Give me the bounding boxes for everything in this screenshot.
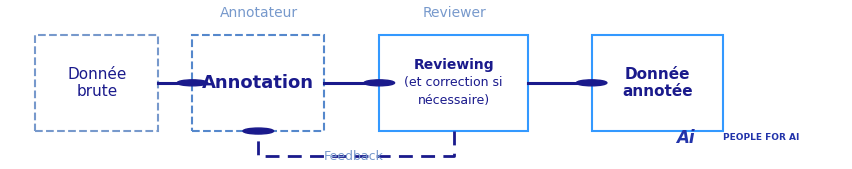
Text: nécessaire): nécessaire) [417,94,490,107]
Text: PEOPLE FOR AI: PEOPLE FOR AI [723,133,800,142]
Circle shape [177,80,208,86]
FancyBboxPatch shape [35,35,158,131]
Text: Annotateur: Annotateur [220,6,297,20]
FancyBboxPatch shape [591,35,723,131]
FancyBboxPatch shape [379,35,528,131]
Circle shape [364,80,394,86]
Text: Reviewing: Reviewing [413,58,494,72]
Text: Donnée
annotée: Donnée annotée [622,67,693,99]
Circle shape [243,128,273,134]
Text: Reviewer: Reviewer [422,6,486,20]
Text: Ai: Ai [676,129,694,147]
FancyBboxPatch shape [193,35,324,131]
Circle shape [576,80,607,86]
Text: Feedback: Feedback [324,150,383,163]
Text: Donnée
brute: Donnée brute [67,67,127,99]
Text: Annotation: Annotation [202,74,314,92]
Text: (et correction si: (et correction si [405,76,503,89]
